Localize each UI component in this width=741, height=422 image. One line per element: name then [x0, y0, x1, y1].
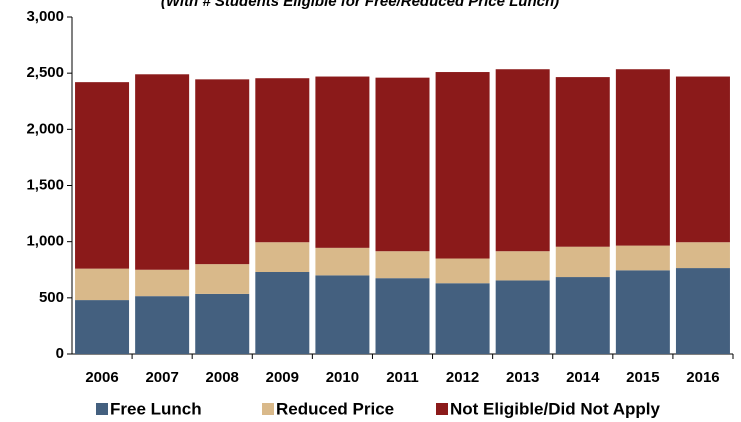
y-tick-label: 2,500 — [26, 64, 64, 81]
bar-segment — [195, 293, 250, 354]
bar-segment — [615, 270, 670, 354]
y-tick-label: 0 — [56, 345, 64, 362]
bar-segment — [615, 245, 670, 271]
legend-swatch — [436, 403, 448, 415]
bar-segment — [255, 78, 310, 243]
bar-segment — [495, 251, 550, 281]
x-tick-label: 2011 — [386, 369, 419, 386]
bar-segment — [135, 74, 190, 270]
bar-segment — [675, 268, 730, 354]
x-tick-label: 2006 — [85, 369, 118, 386]
chart-title: (With # Students Eligible for Free/Reduc… — [161, 0, 559, 10]
bar-segment — [255, 242, 310, 272]
x-tick-label: 2007 — [145, 369, 178, 386]
x-tick-label: 2012 — [446, 369, 479, 386]
x-tick-label: 2010 — [326, 369, 359, 386]
bar-segment — [135, 296, 190, 354]
bar-segment — [435, 258, 490, 284]
legend-label: Free Lunch — [110, 399, 202, 418]
y-tick-label: 1,000 — [26, 233, 64, 250]
bar-segment — [315, 76, 370, 248]
bar-segment — [135, 269, 190, 297]
legend-swatch — [96, 403, 108, 415]
legend-label: Not Eligible/Did Not Apply — [450, 399, 661, 418]
x-tick-label: 2013 — [506, 369, 539, 386]
bar-segment — [375, 251, 430, 279]
x-tick-label: 2008 — [206, 369, 239, 386]
bar-segment — [75, 268, 130, 301]
bar-segment — [195, 79, 250, 265]
bar-segment — [375, 278, 430, 354]
bar-segment — [555, 277, 610, 354]
bar-segment — [675, 242, 730, 269]
bar-segment — [255, 271, 310, 354]
x-tick-label: 2015 — [626, 369, 659, 386]
bar-segment — [75, 82, 130, 269]
legend-label: Reduced Price — [276, 399, 394, 418]
bar-segment — [495, 69, 550, 252]
x-tick-label: 2009 — [266, 369, 299, 386]
bar-segment — [675, 76, 730, 243]
bar-segment — [435, 283, 490, 354]
bar-segment — [555, 77, 610, 247]
bar-segment — [495, 280, 550, 354]
y-tick-label: 2,000 — [26, 120, 64, 137]
y-tick-label: 3,000 — [26, 8, 64, 25]
bar-segment — [315, 275, 370, 354]
bar-segment — [315, 247, 370, 276]
bar-segment — [615, 69, 670, 246]
legend-swatch — [262, 403, 274, 415]
x-tick-label: 2016 — [686, 369, 719, 386]
bar-segment — [375, 77, 430, 252]
bar-segment — [555, 246, 610, 278]
bar-segment — [75, 300, 130, 354]
bar-segment — [435, 72, 490, 259]
bar-segment — [195, 264, 250, 294]
y-tick-label: 1,500 — [26, 176, 64, 193]
y-tick-label: 500 — [39, 289, 64, 306]
x-tick-label: 2014 — [566, 369, 600, 386]
